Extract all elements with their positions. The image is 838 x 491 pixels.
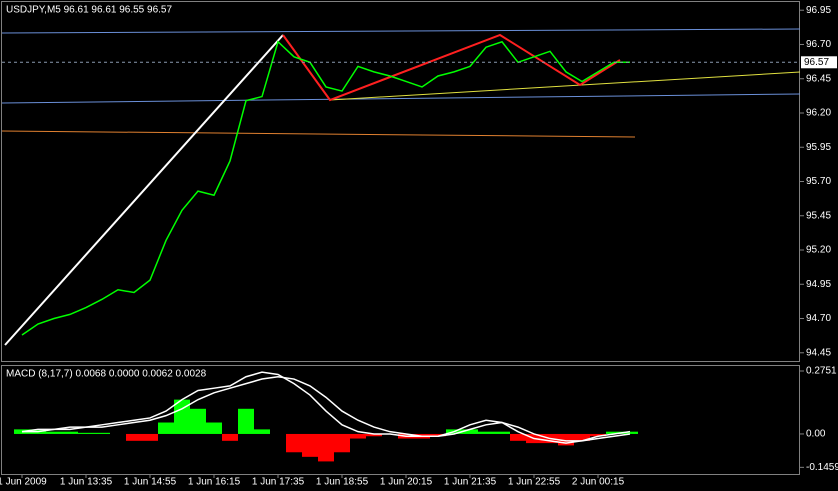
x-tick-label: 1 Jun 14:55 [124,477,177,488]
x-tick-label: 1 Jun 2009 [0,477,47,488]
x-tick-label: 1 Jun 20:15 [380,477,433,488]
y-tick-label: 95.45 [806,210,831,221]
macd-bar [46,431,62,434]
macd-bar [190,408,206,434]
macd-frame [1,365,800,475]
channel-line [1,93,801,104]
macd-bar [558,433,574,446]
y-tick-label: 0.00 [806,429,826,440]
macd-bar [494,431,510,434]
support-line [1,130,636,138]
macd-bar [222,433,238,441]
macd-bar [334,433,350,453]
macd-bar [478,431,494,434]
y-tick-label: 96.20 [806,108,831,119]
zigzag-line [282,33,621,102]
y-tick-label: 94.70 [806,313,831,324]
macd-bar [302,433,318,457]
x-tick-label: 1 Jun 16:15 [188,477,241,488]
y-tick-label: 96.95 [806,5,831,16]
macd-bar [94,432,110,434]
macd-bar [142,433,158,441]
y-tick-label: 94.95 [806,279,831,290]
y-tick-label: 95.95 [806,142,831,153]
macd-bar [590,433,606,437]
macd-bar [174,399,190,434]
trend-line [329,71,801,101]
y-tick-label: 95.20 [806,245,831,256]
zigzag-line [4,34,284,346]
macd-bar [430,433,446,437]
x-tick-label: 2 Jun 00:15 [572,477,625,488]
macd-line [22,375,631,442]
price-frame [1,1,800,362]
macd-bar [78,432,94,434]
macd-bar [510,433,526,441]
last-price-box [801,56,837,69]
last-price-label: 96.57 [804,57,829,68]
channel-line [1,28,801,34]
chart-title: USDJPY,M5 96.61 96.61 96.55 96.57 [6,5,172,16]
macd-bar [606,431,622,434]
x-tick-label: 1 Jun 17:35 [252,477,305,488]
y-tick-label: 96.45 [806,73,831,84]
y-tick-label: 0.2751 [806,366,837,377]
y-tick-label: 94.45 [806,347,831,358]
macd-bar [318,433,334,462]
macd-bar [366,433,382,437]
macd-bar [206,422,222,434]
x-tick-label: 1 Jun 22:55 [508,477,561,488]
macd-bar [622,431,638,434]
x-tick-label: 1 Jun 18:55 [316,477,369,488]
macd-bar [254,429,270,434]
macd-bar [574,433,590,441]
macd-bar [126,433,142,441]
y-tick-label: 96.70 [806,39,831,50]
macd-title: MACD (8,17,7) 0.0068 0.0000 0.0062 0.002… [6,369,207,380]
x-tick-label: 1 Jun 21:35 [444,477,497,488]
price-line [21,40,630,336]
macd-bar [238,408,254,434]
macd-bar [158,422,174,434]
x-tick-label: 1 Jun 13:35 [60,477,113,488]
macd-bar [462,429,478,434]
macd-bar [286,433,302,453]
y-tick-label: -0.1459 [806,462,838,473]
macd-line [21,371,631,444]
macd-bar [62,431,78,434]
macd-bar [350,433,366,439]
y-tick-label: 95.70 [806,176,831,187]
